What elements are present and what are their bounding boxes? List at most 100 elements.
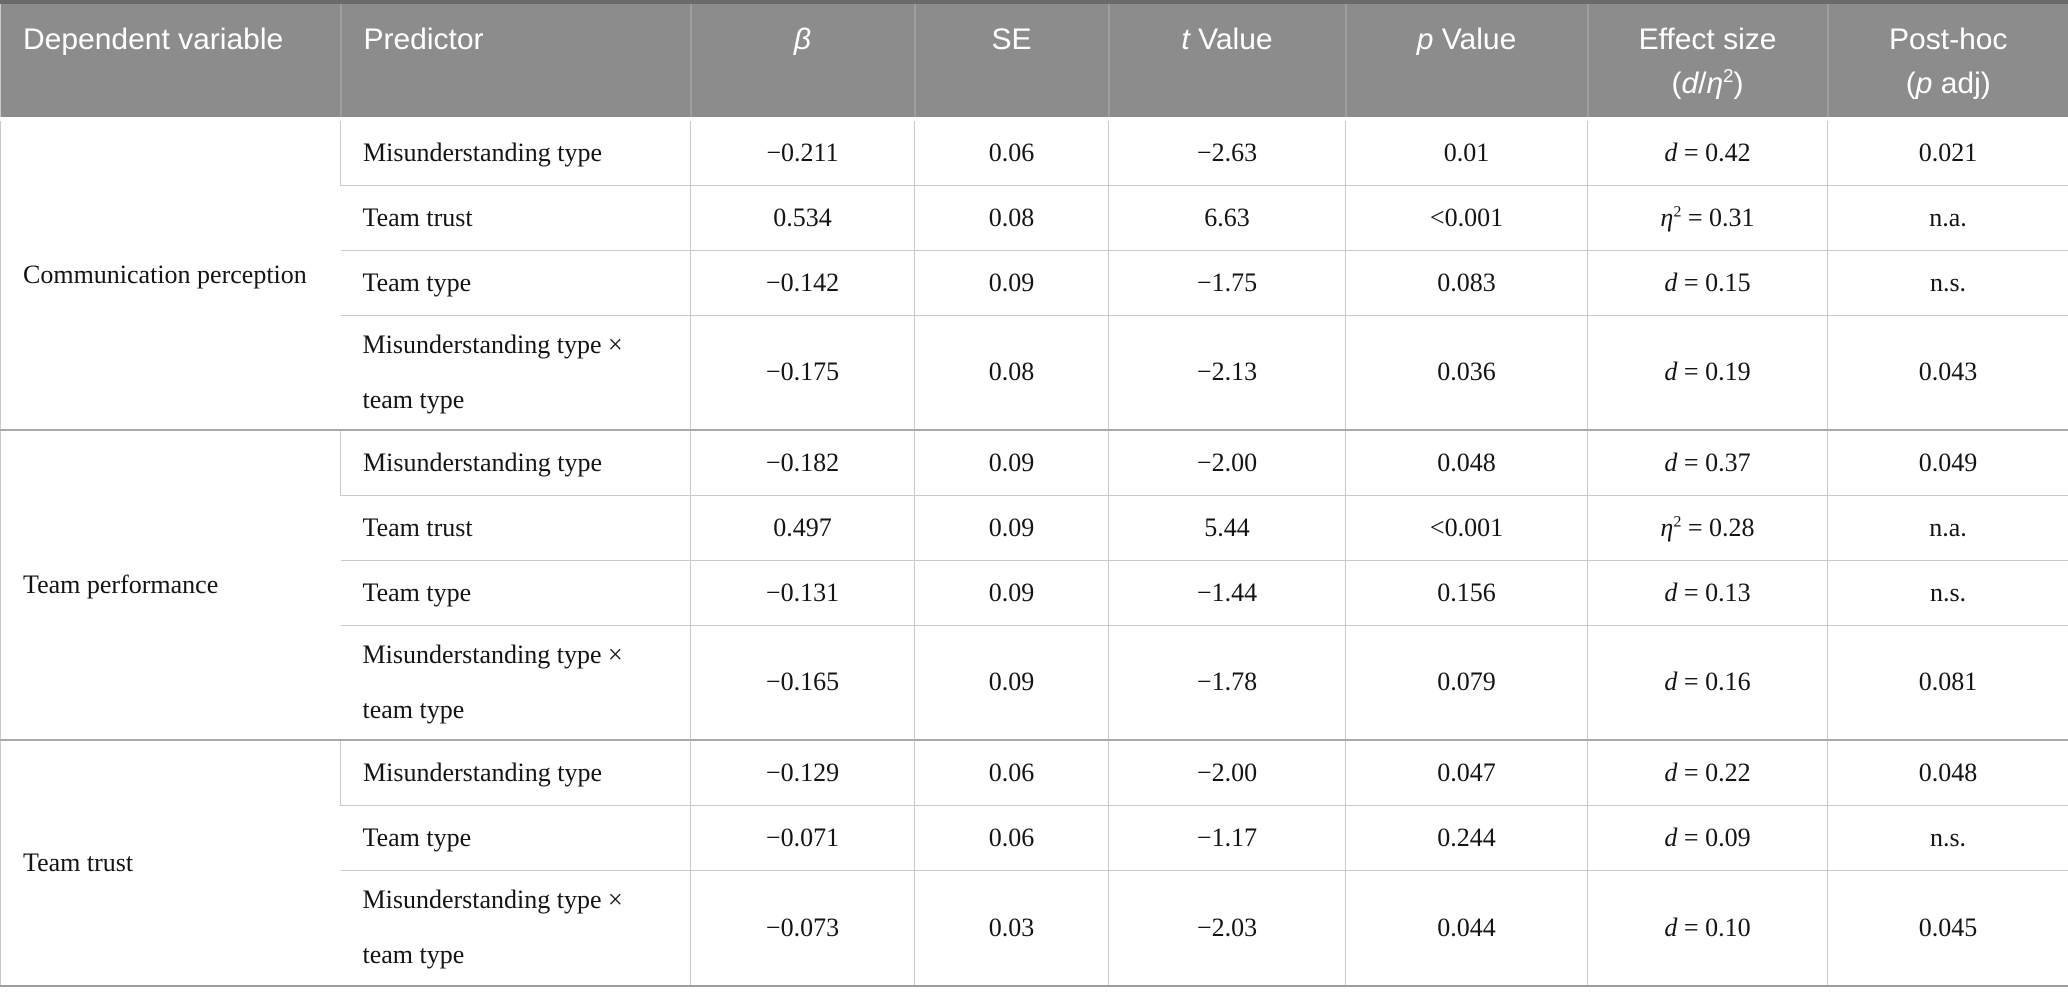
header-label: η (1706, 66, 1724, 100)
table-row: Team type −0.071 0.06 −1.17 0.244 d = 0.… (1, 805, 2068, 871)
t-value-cell: −2.13 (1108, 315, 1346, 431)
p-value: 0.244 (1437, 823, 1496, 853)
header-label: Dependent variable (23, 23, 284, 56)
header-label: adj) (1932, 66, 1991, 100)
beta-value: −0.073 (765, 912, 840, 942)
se-value: 0.06 (988, 823, 1035, 853)
t-value-cell: 5.44 (1108, 495, 1346, 561)
se-value: 0.06 (988, 758, 1035, 788)
effect-value: = 0.28 (1681, 512, 1755, 542)
predictor-cell: Misunderstanding type (340, 739, 691, 806)
se-value: 0.03 (988, 912, 1035, 942)
effect-symbol: d (1664, 758, 1678, 788)
p-value-cell: 0.036 (1345, 315, 1588, 431)
se-cell: 0.09 (914, 250, 1109, 316)
beta-value: −0.182 (765, 447, 840, 477)
p-value-cell: 0.044 (1345, 870, 1588, 986)
header-label: Effect size (1638, 23, 1777, 56)
post-hoc-value: n.s. (1929, 577, 1967, 607)
t-value: −1.75 (1196, 267, 1258, 297)
header-cell-beta: β (689, 2, 915, 121)
t-value-cell: −1.75 (1108, 250, 1346, 316)
header-label: p (1915, 66, 1933, 100)
predictor-label: Team trust (362, 202, 473, 232)
header-label: ) (1733, 66, 1744, 100)
predictor-cell: Team trust (340, 495, 691, 561)
post-hoc-cell: 0.043 (1827, 315, 2068, 431)
p-value: 0.083 (1437, 267, 1496, 297)
header-label: Post-hoc (1889, 23, 2008, 56)
t-value-cell: 6.63 (1108, 185, 1346, 251)
predictor-label: Misunderstanding type × team type (362, 885, 623, 969)
p-value: 0.044 (1437, 912, 1496, 942)
predictor-cell: Team trust (340, 185, 691, 251)
header-cell-dependent-variable: Dependent variable (0, 2, 341, 121)
effect-symbol: η (1660, 202, 1674, 232)
p-value: 0.01 (1443, 137, 1490, 167)
predictor-label: Misunderstanding type (363, 137, 603, 167)
effect-symbol: d (1664, 357, 1678, 387)
table-row: Communication perception Misunderstandin… (0, 118, 2068, 431)
beta-cell: −0.131 (690, 560, 915, 626)
beta-cell: 0.534 (690, 185, 915, 251)
effect-size-cell: d = 0.22 (1587, 739, 1828, 806)
p-value-cell: 0.079 (1345, 625, 1588, 741)
beta-value: −0.165 (765, 667, 840, 697)
effect-symbol: d (1664, 267, 1678, 297)
beta-cell: −0.175 (690, 315, 915, 431)
p-value: 0.036 (1437, 357, 1496, 387)
effect-value: = 0.37 (1677, 447, 1751, 477)
beta-cell: −0.165 (690, 625, 915, 741)
se-value: 0.08 (988, 357, 1035, 387)
dependent-variable-cell: Communication perception (0, 118, 341, 431)
post-hoc-cell: 0.021 (1827, 118, 2068, 186)
header-cell-se: SE (913, 2, 1109, 121)
effect-value: = 0.42 (1677, 137, 1751, 167)
table-footnote: n.a., not applicable; n.s., not signific… (0, 987, 2068, 997)
beta-cell: −0.129 (690, 739, 915, 806)
effect-value: = 0.22 (1677, 758, 1751, 788)
se-cell: 0.08 (914, 315, 1109, 431)
post-hoc-value: n.a. (1929, 202, 1967, 232)
beta-value: −0.211 (766, 137, 839, 167)
table-row: Team trust 0.534 0.08 6.63 <0.001 η2 = 0… (1, 185, 2068, 251)
beta-cell: 0.497 (690, 495, 915, 561)
predictor-cell: Misunderstanding type × team type (340, 625, 691, 741)
post-hoc-value: 0.021 (1918, 137, 1978, 167)
beta-value: −0.131 (765, 577, 840, 607)
header-label: Value (1189, 23, 1273, 56)
effect-value: = 0.15 (1677, 267, 1751, 297)
header-superscript: 2 (1723, 64, 1734, 86)
t-value: −1.78 (1196, 667, 1258, 697)
table-row: Team performance Misunderstanding type −… (0, 429, 2068, 741)
t-value: −2.13 (1196, 357, 1258, 387)
p-value-cell: 0.244 (1345, 805, 1588, 871)
dependent-variable-label: Team trust (23, 847, 134, 877)
predictor-cell: Team type (340, 560, 691, 626)
se-cell: 0.06 (914, 805, 1109, 871)
beta-value: 0.534 (773, 202, 832, 232)
effect-symbol: d (1664, 823, 1678, 853)
header-label: p (1416, 23, 1434, 56)
p-value-cell: 0.048 (1345, 429, 1588, 496)
t-value-cell: −2.00 (1108, 429, 1346, 496)
predictor-cell: Team type (340, 250, 691, 316)
post-hoc-cell: n.a. (1827, 185, 2068, 251)
beta-value: −0.175 (765, 357, 840, 387)
header-label: Value (1433, 23, 1517, 56)
effect-symbol: d (1664, 447, 1678, 477)
p-value-cell: <0.001 (1345, 495, 1588, 561)
p-value: <0.001 (1429, 512, 1504, 542)
table-header: Dependent variable Predictor β SE t Valu… (0, 2, 2068, 121)
header-label: ( (1671, 66, 1682, 100)
dependent-variable-label: Team performance (23, 569, 219, 599)
post-hoc-value: 0.049 (1918, 447, 1978, 477)
header-cell-effect-size: Effect size (d/η2) (1586, 2, 1828, 121)
beta-cell: −0.182 (690, 429, 915, 496)
se-value: 0.06 (988, 137, 1035, 167)
t-value-cell: −1.44 (1108, 560, 1346, 626)
table-row: Misunderstanding type × team type −0.175… (1, 315, 2068, 431)
beta-cell: −0.071 (690, 805, 915, 871)
se-value: 0.09 (988, 447, 1035, 477)
